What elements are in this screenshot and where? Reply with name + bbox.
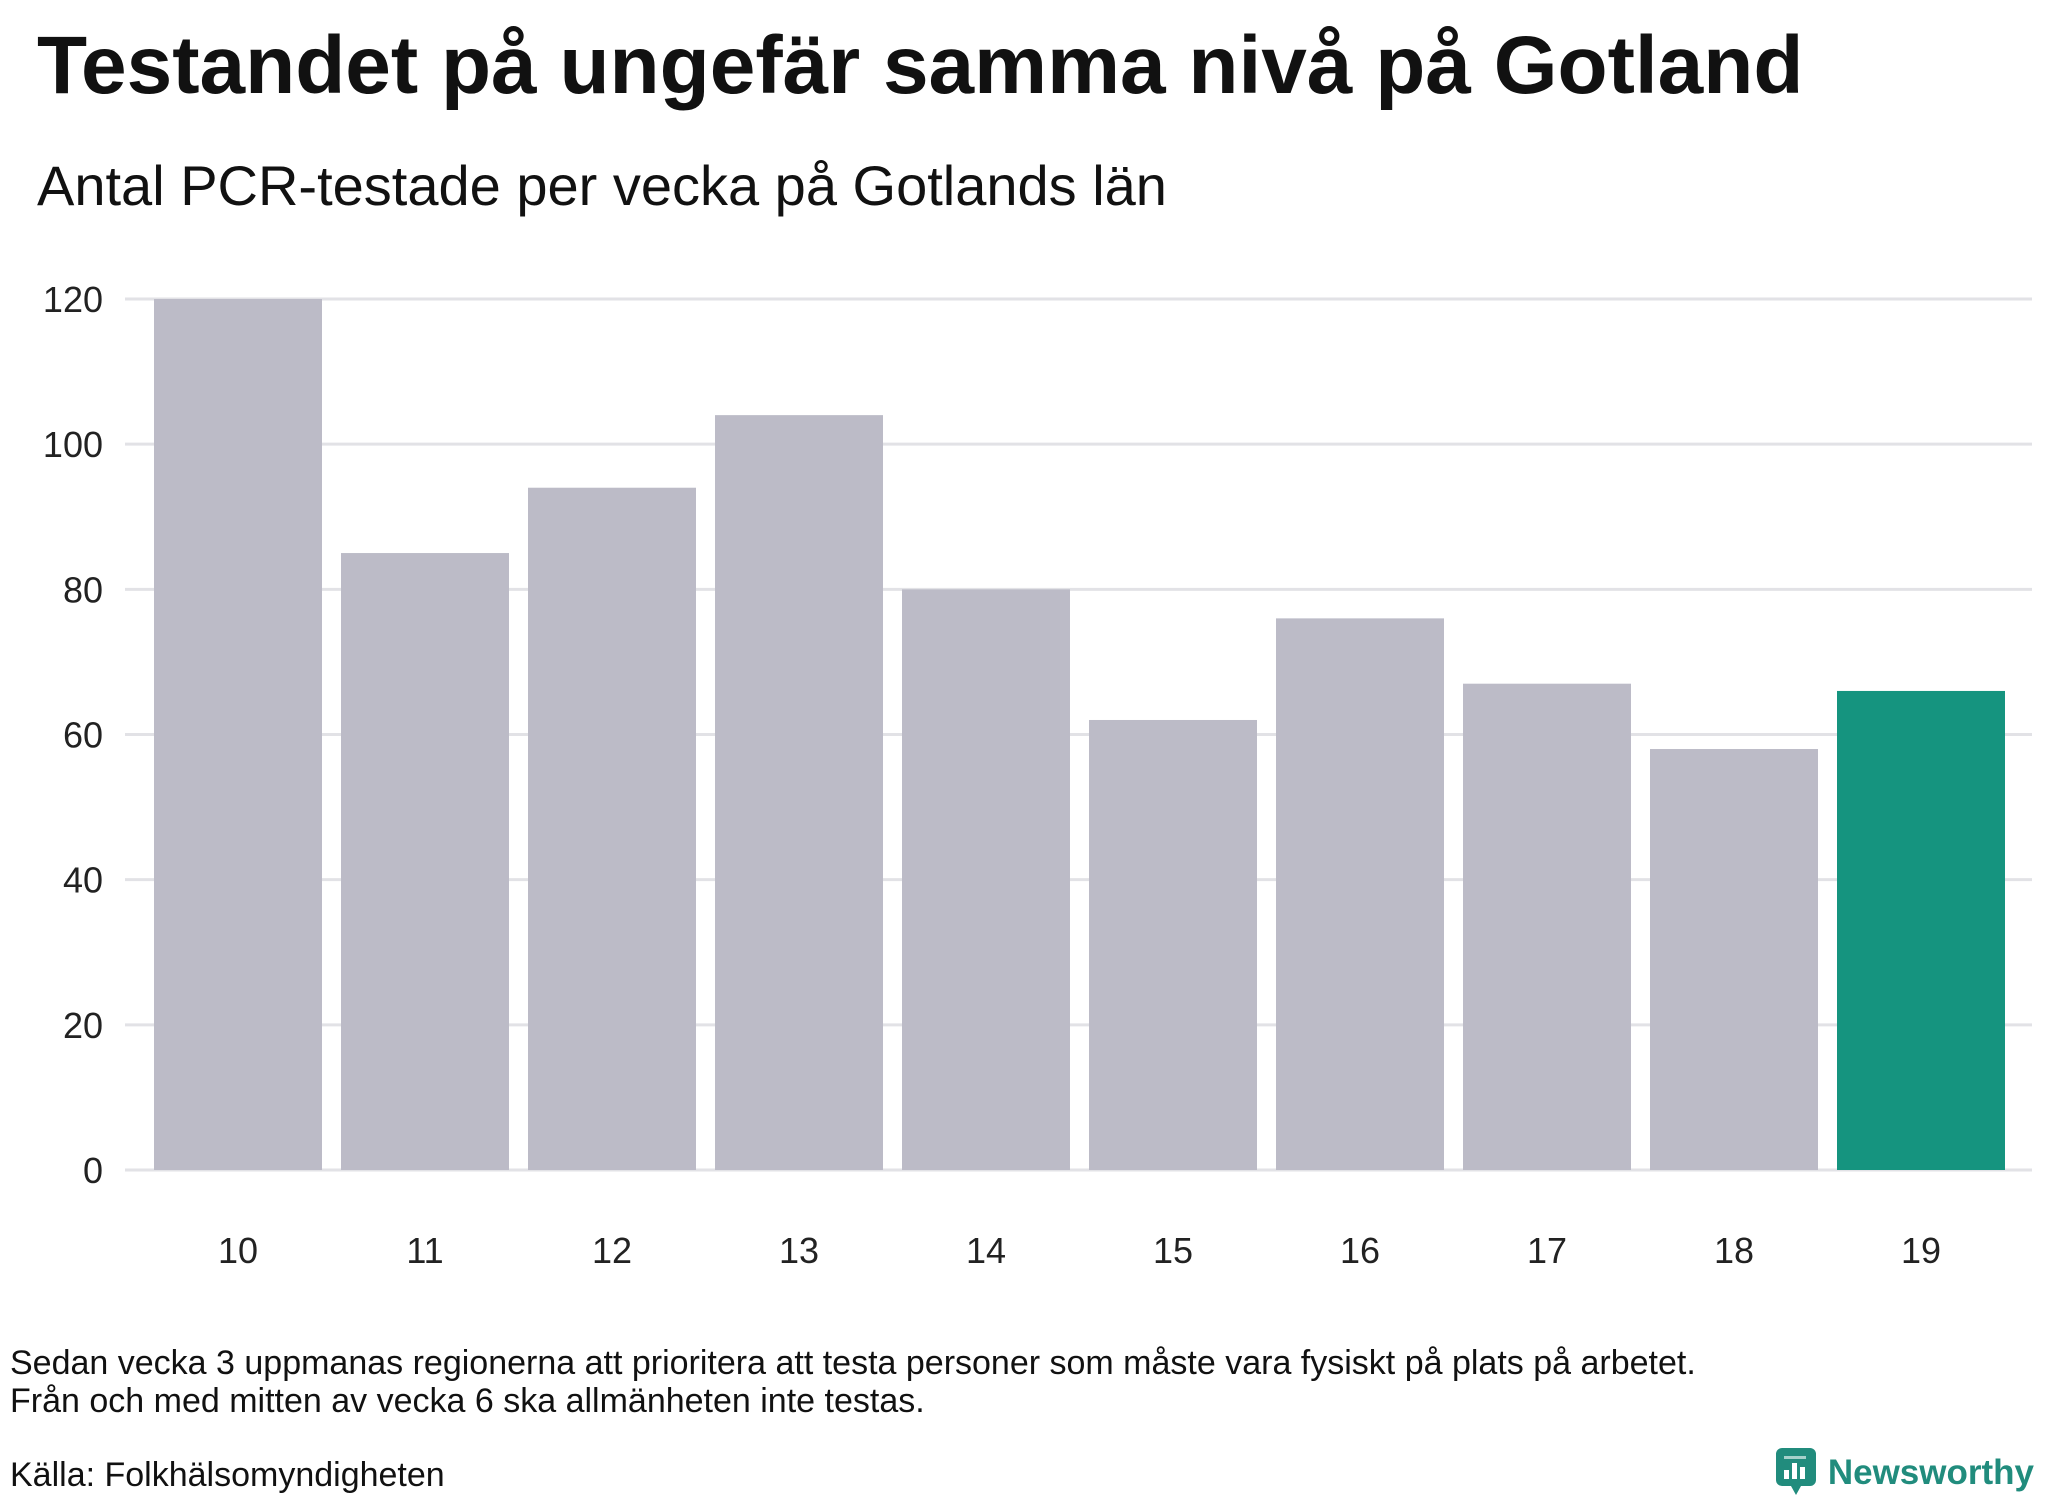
y-tick-label: 0 (83, 1150, 103, 1191)
brand-name: Newsworthy (1827, 1452, 2034, 1492)
bar-week-12 (528, 487, 696, 1170)
y-tick-label: 120 (43, 279, 103, 320)
y-tick-label: 20 (63, 1005, 103, 1046)
x-tick-label: 15 (1153, 1230, 1193, 1271)
y-tick-label: 80 (63, 569, 103, 610)
footnote-line: Från och med mitten av vecka 6 ska allmä… (10, 1382, 925, 1420)
x-tick-label: 10 (218, 1230, 258, 1271)
footnote-line: Sedan vecka 3 uppmanas regionerna att pr… (10, 1344, 1696, 1382)
y-axis-labels: 0 20 40 60 80 100 120 (43, 279, 103, 1191)
bar-week-10 (154, 299, 322, 1170)
x-tick-label: 19 (1901, 1230, 1941, 1271)
chart-subtitle: Antal PCR-testade per vecka på Gotlands … (37, 154, 1167, 217)
y-tick-label: 60 (63, 715, 103, 756)
x-tick-label: 13 (779, 1230, 819, 1271)
bar-week-19 (1837, 690, 2005, 1170)
x-tick-label: 14 (966, 1230, 1006, 1271)
x-tick-label: 17 (1527, 1230, 1567, 1271)
x-tick-label: 18 (1714, 1230, 1754, 1271)
bar-week-14 (902, 589, 1070, 1170)
y-tick-label: 40 (63, 860, 103, 901)
x-tick-label: 16 (1340, 1230, 1380, 1271)
bar-week-13 (715, 415, 883, 1171)
source-credit: Källa: Folkhälsomyndigheten (10, 1456, 445, 1494)
x-axis-labels: 10 11 12 13 14 15 16 17 18 19 (218, 1230, 1941, 1271)
newsworthy-logo-icon (1775, 1448, 1816, 1495)
bar-week-15 (1089, 719, 1257, 1170)
bar-week-16 (1276, 618, 1444, 1170)
brand-logo: Newsworthy (1775, 1448, 2034, 1496)
bars (154, 299, 2005, 1171)
x-tick-label: 11 (406, 1230, 443, 1271)
bar-week-11 (341, 553, 509, 1170)
x-tick-label: 12 (592, 1230, 632, 1271)
chart-title: Testandet på ungefär samma nivå på Gotla… (37, 20, 1804, 111)
y-tick-label: 100 (43, 424, 103, 465)
footnotes: Sedan vecka 3 uppmanas regionerna att pr… (10, 1344, 1696, 1420)
bar-week-18 (1650, 749, 1818, 1170)
bar-week-17 (1463, 683, 1631, 1170)
